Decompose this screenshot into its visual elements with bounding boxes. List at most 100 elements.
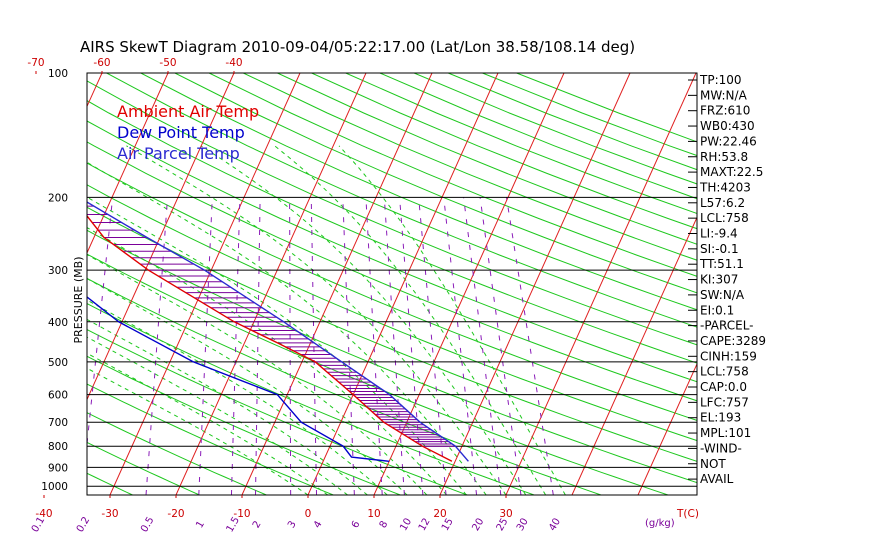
- mixing-ratio-label: 6: [350, 519, 363, 530]
- isotherm: [0, 73, 36, 495]
- mixing-ratio-label: 12: [417, 516, 433, 533]
- index-item: -WIND-: [700, 441, 742, 455]
- dry-adiabat: [243, 73, 697, 261]
- dry-adiabat: [174, 73, 697, 294]
- legend-entry: Ambient Air Temp: [117, 102, 259, 121]
- y-axis-label: PRESSURE (MB): [72, 257, 85, 344]
- dry-adiabat: [87, 120, 697, 383]
- mixing-ratio-label: 0.2: [75, 515, 92, 534]
- index-item: EL:193: [700, 411, 741, 425]
- bottom-temp-tick-label: -20: [167, 508, 184, 520]
- index-item: RH:53.8: [700, 150, 748, 164]
- bottom-temp-tick-label: 0: [305, 508, 312, 520]
- index-item: MAXT:22.5: [700, 165, 763, 179]
- index-item: CAPE:3289: [700, 334, 766, 348]
- index-item: FRZ:610: [700, 104, 750, 118]
- index-item: CAP:0.0: [700, 380, 747, 394]
- index-item: -PARCEL-: [700, 319, 754, 333]
- pressure-tick-label: 800: [48, 441, 68, 453]
- index-item: LI:-9.4: [700, 227, 738, 241]
- dry-adiabat: [87, 141, 697, 402]
- isotherm: [175, 73, 367, 495]
- dry-adiabat: [482, 73, 697, 157]
- ambient-air-temp-line: [87, 214, 453, 462]
- mixing-ratio-label: 3: [286, 519, 299, 530]
- index-item: EI:0.1: [700, 303, 734, 317]
- mixing-ratio-unit: (g/kg): [645, 518, 675, 529]
- index-item: WB0:430: [700, 119, 755, 133]
- mixing-ratio-line: [342, 197, 355, 495]
- isotherm: [109, 73, 301, 495]
- isotherm: [87, 73, 169, 255]
- plot-frame: [86, 72, 698, 496]
- dry-adiabat: [87, 253, 669, 495]
- dry-adiabat: [87, 441, 200, 495]
- mixing-ratio-line: [230, 197, 241, 495]
- bottom-temp-tick-label: 20: [433, 508, 446, 520]
- index-item: MPL:101: [700, 426, 751, 440]
- dry-adiabat: [87, 100, 697, 364]
- legend-entry: Dew Point Temp: [117, 123, 245, 142]
- index-item: MW:N/A: [700, 88, 748, 102]
- mixing-ratio-line: [505, 197, 554, 495]
- top-temp-tick-label: -50: [159, 57, 176, 69]
- mixing-ratio-label: 20: [470, 516, 486, 533]
- mixing-ratio-label: 4: [312, 519, 325, 530]
- dry-adiabat: [208, 73, 697, 277]
- isotherm: [87, 73, 235, 401]
- mixing-ratio-line: [479, 197, 522, 495]
- top-temp-tick-label: -40: [225, 57, 242, 69]
- pressure-tick-label: 600: [48, 390, 68, 402]
- dry-adiabat: [87, 472, 133, 495]
- index-item: TT:51.1: [699, 257, 744, 271]
- pressure-tick-label: 100: [48, 68, 68, 80]
- mixing-ratio-label: 30: [515, 516, 531, 533]
- index-item: LCL:758: [700, 211, 749, 225]
- index-item: TP:100: [699, 73, 742, 87]
- pressure-tick-label: 200: [48, 192, 68, 204]
- index-item: SI:-0.1: [700, 242, 739, 256]
- mixing-ratio-line: [383, 197, 405, 495]
- index-item: PW:22.46: [700, 134, 757, 148]
- index-item: CINH:159: [700, 349, 757, 363]
- dry-adiabat: [87, 184, 697, 442]
- bottom-temp-tick-label: 30: [499, 508, 512, 520]
- dry-adiabat: [106, 73, 697, 328]
- top-temp-tick-label: -60: [93, 57, 110, 69]
- mixing-ratio-line: [198, 197, 213, 495]
- index-item: LFC:757: [700, 395, 749, 409]
- pressure-tick-label: 500: [48, 357, 68, 369]
- bottom-temp-tick-label: -40: [35, 508, 52, 520]
- dry-adiabat: [87, 303, 535, 495]
- isotherm: [571, 216, 697, 495]
- pressure-tick-label: 1000: [41, 481, 68, 493]
- dry-adiabat: [87, 329, 468, 495]
- index-item: TH:4203: [699, 180, 751, 194]
- isotherm: [307, 73, 499, 495]
- mixing-ratio-line: [443, 197, 478, 495]
- x-axis-label: T(C): [676, 508, 699, 520]
- mixing-ratio-line: [399, 197, 424, 495]
- bottom-temp-tick-label: -10: [233, 508, 250, 520]
- mixing-ratio-label: 0.5: [139, 515, 156, 534]
- index-item: KI:307: [700, 273, 738, 287]
- pressure-tick-label: 300: [48, 265, 68, 277]
- isotherm: [241, 73, 433, 495]
- mixing-ratio-line: [255, 197, 261, 495]
- top-temp-tick-label: -70: [27, 57, 44, 69]
- bottom-temp-tick-label: -30: [101, 508, 118, 520]
- mixing-ratio-line: [463, 197, 502, 495]
- dry-adiabat: [413, 73, 697, 185]
- pressure-tick-label: 900: [48, 462, 68, 474]
- mixing-ratio-label: 2: [251, 519, 264, 530]
- dry-adiabat: [87, 162, 697, 421]
- mixing-ratio-line: [289, 197, 292, 495]
- dry-adiabat: [87, 412, 267, 495]
- legend-entry: Air Parcel Temp: [117, 144, 240, 163]
- mixing-ratio-label: 1: [194, 519, 207, 530]
- mixing-ratio-label: 10: [398, 516, 414, 533]
- dry-adiabat: [0, 73, 66, 495]
- pressure-tick-label: 700: [48, 417, 68, 429]
